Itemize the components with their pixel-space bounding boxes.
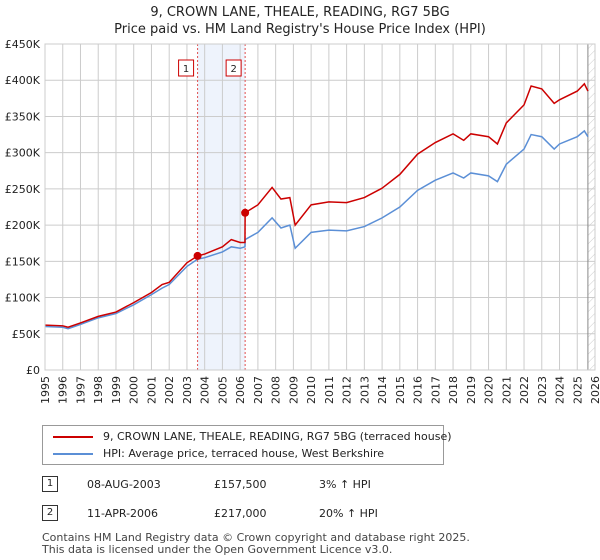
chart: 1995 1996 1997 1998 1999 2000 2001 2002 2003 2004… [5,38,600,404]
x-tick-label: 2014 [376,376,389,404]
footer: Contains HM Land Registry data © Crown c… [42,532,470,556]
x-tick-label: 1997 [74,376,87,404]
x-tick-label: 2018 [447,376,460,404]
x-tick-label: 2015 [394,376,407,404]
x-tick-label: 2024 [554,376,567,404]
x-tick-label: 2002 [163,376,176,404]
x-tick-label: 2009 [287,376,300,404]
x-tick-label: 2011 [323,376,336,404]
x-tick-label: 2016 [412,376,425,404]
y-tick-label: £400K [5,74,41,87]
sale-number: 1 [42,476,58,492]
x-tick-label: 1996 [57,376,70,404]
x-tick-label: 2020 [483,376,496,404]
series-line-hpi [44,129,589,330]
x-tick-label: 2012 [341,376,354,404]
series-line-price-paid [44,82,589,329]
table-row: 2 11-APR-2006 £217,000 20% ↑ HPI [42,504,542,522]
legend-label: HPI: Average price, terraced house, West… [103,447,385,460]
y-tick-label: £450K [5,38,41,51]
subtitle-line: Price paid vs. HM Land Registry's House … [114,22,486,37]
x-tick-label: 1995 [39,376,52,404]
x-tick-label: 1998 [92,376,105,404]
footer-line: This data is licensed under the Open Gov… [42,543,393,556]
x-tick-label: 2005 [216,376,229,404]
y-tick-label: £150K [5,255,41,268]
sale-marker-box [225,59,242,77]
x-tick-label: 2004 [199,376,212,404]
y-tick-label: £350K [5,110,41,123]
legend-line-blue [53,452,93,455]
footer-line: Contains HM Land Registry data © Crown c… [42,531,470,544]
title-line: 9, CROWN LANE, THEALE, READING, RG7 5BG [150,5,450,20]
x-tick-label: 2000 [128,376,141,404]
sale-hpi: 20% ↑ HPI [319,506,378,520]
x-tick-label: 2022 [518,376,531,404]
y-tick-label: £0 [26,364,40,377]
sale-date: 11-APR-2006 [87,506,159,520]
x-tick-label: 2019 [465,376,478,404]
x-tick-label: 2023 [536,376,549,404]
y-tick-label: £200K [5,219,41,232]
x-tick-label: 2001 [145,376,158,404]
y-tick-label: £300K [5,147,41,160]
sale-date: 08-AUG-2003 [87,477,161,491]
x-tick-label: 2021 [500,376,513,404]
chart-title: 9, CROWN LANE, THEALE, READING, RG7 5BG P… [0,4,600,38]
legend-line-red [53,435,93,438]
sale-marker-label: 2 [230,64,236,75]
sale-marker-label: 1 [183,64,189,75]
sale-marker-box [178,59,195,77]
x-tick-label: 2007 [252,376,265,404]
x-tick-label: 2013 [358,376,371,404]
sale-period-shading [197,44,246,370]
x-tick-label: 1999 [110,376,123,404]
x-tick-label: 2006 [234,376,247,404]
x-tick-label: 2017 [429,376,442,404]
sale-point [193,251,202,260]
sale-number: 2 [42,505,58,521]
table-row: 1 08-AUG-2003 £157,500 3% ↑ HPI [42,475,542,493]
y-tick-label: £100K [5,292,41,305]
x-tick-label: 2003 [181,376,194,404]
legend: 9, CROWN LANE, THEALE, READING, RG7 5BG … [42,425,452,465]
sale-hpi: 3% ↑ HPI [319,477,371,491]
sale-point [241,208,250,217]
y-tick-label: £250K [5,183,41,196]
x-tick-label: 2008 [270,376,283,404]
x-tick-label: 2010 [305,376,318,404]
y-tick-label: £50K [12,328,41,341]
future-hatch [587,44,595,370]
sale-price: £217,000 [214,506,267,520]
sale-price: £157,500 [214,477,267,491]
x-tick-label: 2025 [571,376,584,404]
x-tick-label: 2026 [589,376,600,404]
plot-border [44,43,596,371]
legend-label: 9, CROWN LANE, THEALE, READING, RG7 5BG … [103,430,452,443]
